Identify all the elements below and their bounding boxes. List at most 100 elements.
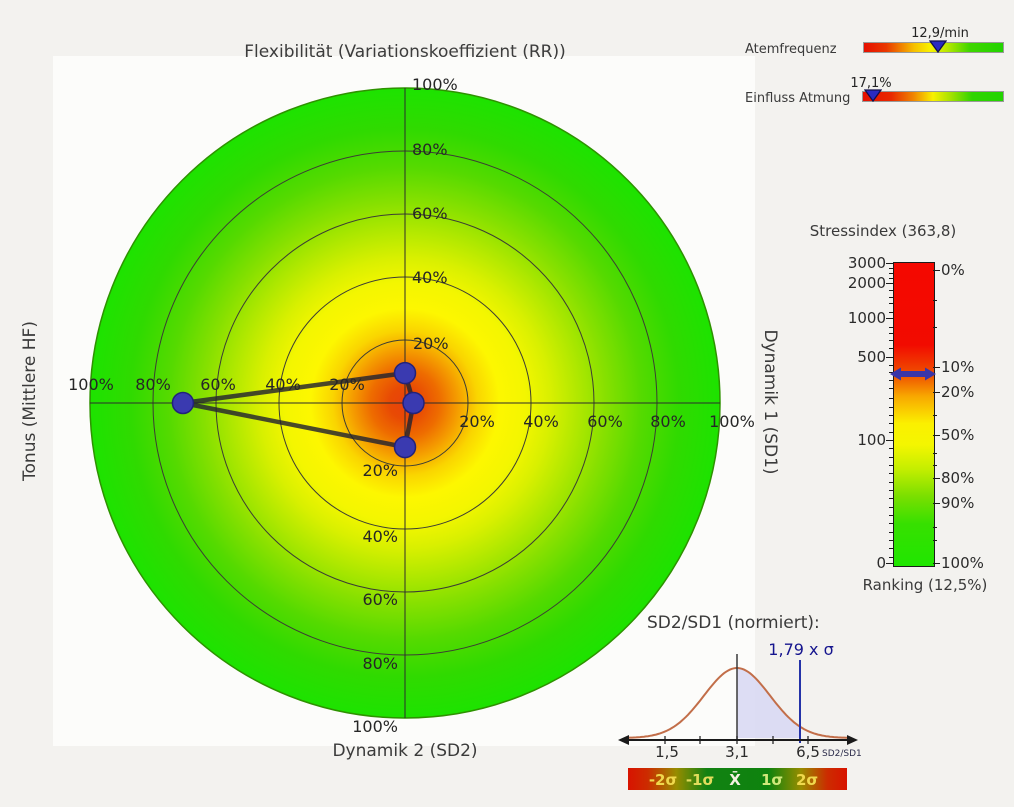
- radar-tick-top-40: 40%: [412, 268, 448, 287]
- radar-tick-top-100: 100%: [412, 75, 458, 94]
- radar-tick-bottom-100: 100%: [352, 717, 398, 736]
- stressindex-left-scale-value: 500: [857, 348, 886, 366]
- radar-tick-bottom-40: 40%: [362, 527, 398, 546]
- radar-tick-right-100: 100%: [709, 412, 755, 431]
- stressindex-left-minor-tick: [889, 515, 893, 516]
- stressindex-left-minor-tick: [889, 457, 893, 458]
- stressindex-left-scale-value: 100: [857, 431, 886, 449]
- stressindex-right-major-tick: [933, 563, 940, 564]
- sd2sd1-axis-ticks: [664, 736, 809, 744]
- stressindex-left-minor-tick: [889, 423, 893, 424]
- stressindex-right-scale-value: 80%: [941, 469, 975, 487]
- stressindex-right-minor-tick: [933, 527, 937, 528]
- radar-tick-top-80: 80%: [412, 140, 448, 159]
- atemfrequenz-marker-icon: [929, 40, 948, 53]
- stressindex-marker-arrow-icon: [890, 367, 936, 381]
- stressindex-left-minor-tick: [889, 372, 893, 373]
- sd2sd1-tick-label-1: 1,5: [655, 743, 679, 761]
- stressindex-left-major-tick: [886, 440, 893, 441]
- sd2sd1-title: SD2/SD1 (normiert):: [647, 613, 820, 633]
- stressindex-left-minor-tick: [889, 482, 893, 483]
- stressindex-right-major-tick: [933, 270, 940, 271]
- radar-tick-left-80: 80%: [135, 375, 171, 394]
- radar-point-tonus: [171, 391, 195, 415]
- stressindex-right-major-tick: [933, 478, 940, 479]
- radar-tick-bottom-20: 20%: [362, 461, 398, 480]
- stressindex-right-scale-value: 20%: [941, 383, 975, 401]
- radar-tick-right-40: 40%: [523, 412, 559, 431]
- einfluss-atmung-marker-icon: [864, 89, 883, 102]
- stressindex-right-minor-tick: [933, 465, 937, 466]
- sd2sd1-tick-label-3: 6,5: [796, 743, 820, 761]
- radar-tick-right-80: 80%: [650, 412, 686, 431]
- stressindex-left-minor-tick: [889, 490, 893, 491]
- stressindex-ranking-label: Ranking (12,5%): [862, 576, 988, 594]
- stressindex-left-minor-tick: [889, 398, 893, 399]
- stressindex-right-major-tick: [933, 367, 940, 368]
- stressindex-left-minor-tick: [889, 273, 893, 274]
- stressindex-left-minor-tick: [889, 532, 893, 533]
- radar-tick-right-60: 60%: [587, 412, 623, 431]
- radar-tick-top-20: 20%: [413, 334, 449, 353]
- stressindex-left-minor-tick: [889, 327, 893, 328]
- atemfrequenz-label: Atemfrequenz: [745, 42, 837, 57]
- stressindex-right-minor-tick: [933, 540, 937, 541]
- stressindex-left-minor-tick: [889, 380, 893, 381]
- sigma-label-minus2: -2σ: [648, 771, 678, 789]
- stressindex-left-minor-tick: [889, 290, 893, 291]
- stressindex-left-minor-tick: [889, 297, 893, 298]
- radar-point-dynamik1: [402, 391, 425, 415]
- stressindex-title: Stressindex (363,8): [809, 222, 957, 240]
- radar-tick-top-60: 60%: [412, 204, 448, 223]
- stressindex-left-minor-tick: [889, 465, 893, 466]
- stressindex-right-minor-tick: [933, 453, 937, 454]
- stressindex-left-minor-tick: [889, 523, 893, 524]
- stressindex-left-minor-tick: [889, 348, 893, 349]
- atemfrequenz-value: 12,9/min: [911, 26, 969, 41]
- radar-tick-left-60: 60%: [200, 375, 236, 394]
- einfluss-atmung-gauge-bar: [862, 91, 1004, 102]
- stressindex-right-scale-value: 50%: [941, 426, 975, 444]
- stressindex-right-scale-value: 10%: [941, 358, 975, 376]
- stressindex-left-minor-tick: [889, 473, 893, 474]
- stressindex-left-minor-tick: [889, 407, 893, 408]
- radar-chart: [53, 56, 755, 746]
- axis-caption-dynamik2: Dynamik 2 (SD2): [332, 741, 478, 761]
- stressindex-left-minor-tick: [889, 498, 893, 499]
- radar-tick-bottom-80: 80%: [362, 654, 398, 673]
- radar-tick-right-20: 20%: [459, 412, 495, 431]
- stressindex-right-major-tick: [933, 435, 940, 436]
- stressindex-left-minor-tick: [889, 303, 893, 304]
- radar-tick-left-100: 100%: [68, 375, 114, 394]
- radar-tick-bottom-60: 60%: [362, 590, 398, 609]
- stressindex-right-scale-value: 100%: [941, 554, 984, 572]
- stressindex-left-major-tick: [886, 318, 893, 319]
- sd2sd1-tick-label-2: 3,1: [725, 743, 749, 761]
- sigma-label-minus1: -1σ: [685, 771, 715, 789]
- sigma-label-mean: X̄: [729, 771, 741, 789]
- stressindex-left-minor-tick: [889, 540, 893, 541]
- stressindex-left-minor-tick: [889, 340, 893, 341]
- stressindex-left-minor-tick: [889, 415, 893, 416]
- sd2sd1-sigma-value: 1,79 x σ: [768, 640, 834, 659]
- radar-title: Flexibilität (Variationskoeffizient (RR)…: [244, 42, 566, 62]
- axis-right-arrow-icon: [847, 735, 858, 745]
- stressindex-left-major-tick: [886, 563, 893, 564]
- axis-caption-tonus: Tonus (Mittlere HF): [20, 321, 40, 481]
- sigma-label-plus1: 1σ: [760, 771, 784, 789]
- stressindex-left-minor-tick: [889, 448, 893, 449]
- stressindex-right-minor-tick: [933, 415, 937, 416]
- sd2sd1-distribution-chart: [618, 654, 858, 745]
- stressindex-right-minor-tick: [933, 300, 937, 301]
- stressindex-gauge-bar: [893, 262, 935, 567]
- radar-tick-left-20: 20%: [329, 375, 365, 394]
- axis-left-arrow-icon: [618, 735, 629, 745]
- einfluss-atmung-value: 17,1%: [850, 76, 892, 91]
- stressindex-left-minor-tick: [889, 312, 893, 313]
- stressindex-left-scale-value: 1000: [847, 309, 886, 327]
- stressindex-left-minor-tick: [889, 278, 893, 279]
- stressindex-right-major-tick: [933, 392, 940, 393]
- stressindex-left-minor-tick: [889, 548, 893, 549]
- stressindex-left-major-tick: [886, 283, 893, 284]
